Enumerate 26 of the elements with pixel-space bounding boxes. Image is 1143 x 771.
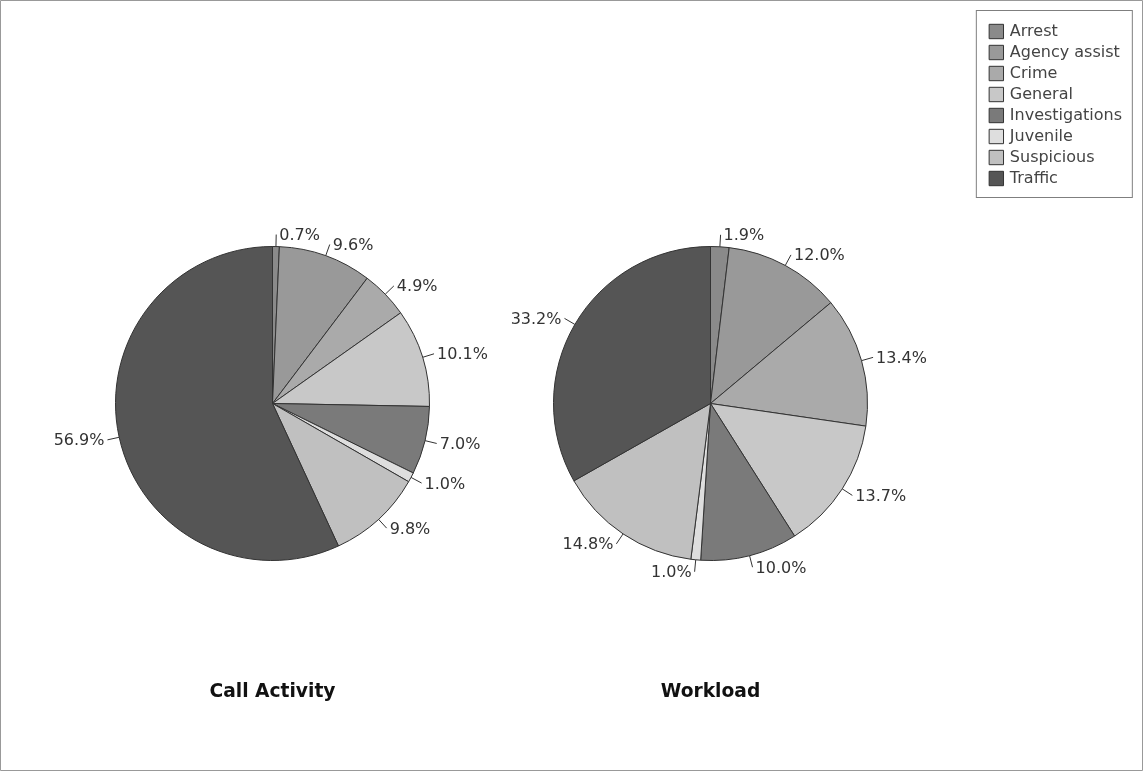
legend-label: Arrest bbox=[1009, 21, 1058, 40]
data-label: 0.7% bbox=[279, 225, 320, 245]
data-label: 14.8% bbox=[562, 534, 614, 554]
data-label: 12.0% bbox=[793, 245, 845, 265]
legend-label: Suspicious bbox=[1009, 147, 1095, 166]
data-label: 1.0% bbox=[424, 473, 466, 493]
data-label: 13.4% bbox=[876, 347, 927, 367]
legend-label: Traffic bbox=[1009, 168, 1058, 187]
legend-label: Agency assist bbox=[1009, 42, 1120, 61]
data-label: 1.0% bbox=[650, 562, 692, 582]
legend-label: Juvenile bbox=[1009, 126, 1073, 145]
data-label: 4.9% bbox=[396, 276, 438, 296]
data-label: 9.6% bbox=[332, 234, 374, 254]
data-label: 10.1% bbox=[437, 344, 488, 364]
data-label: 10.0% bbox=[755, 557, 807, 577]
legend-label: Investigations bbox=[1009, 105, 1122, 124]
data-label: 9.8% bbox=[389, 518, 431, 538]
legend-label: Crime bbox=[1009, 63, 1058, 82]
data-label: 33.2% bbox=[510, 308, 562, 328]
text: Workload bbox=[660, 680, 761, 701]
data-label: 7.0% bbox=[439, 433, 481, 453]
data-label: 1.9% bbox=[723, 225, 765, 245]
data-label: 13.7% bbox=[855, 485, 907, 505]
text: Call Activity bbox=[209, 680, 336, 701]
data-label: 56.9% bbox=[53, 430, 105, 450]
legend-label: General bbox=[1009, 84, 1073, 103]
